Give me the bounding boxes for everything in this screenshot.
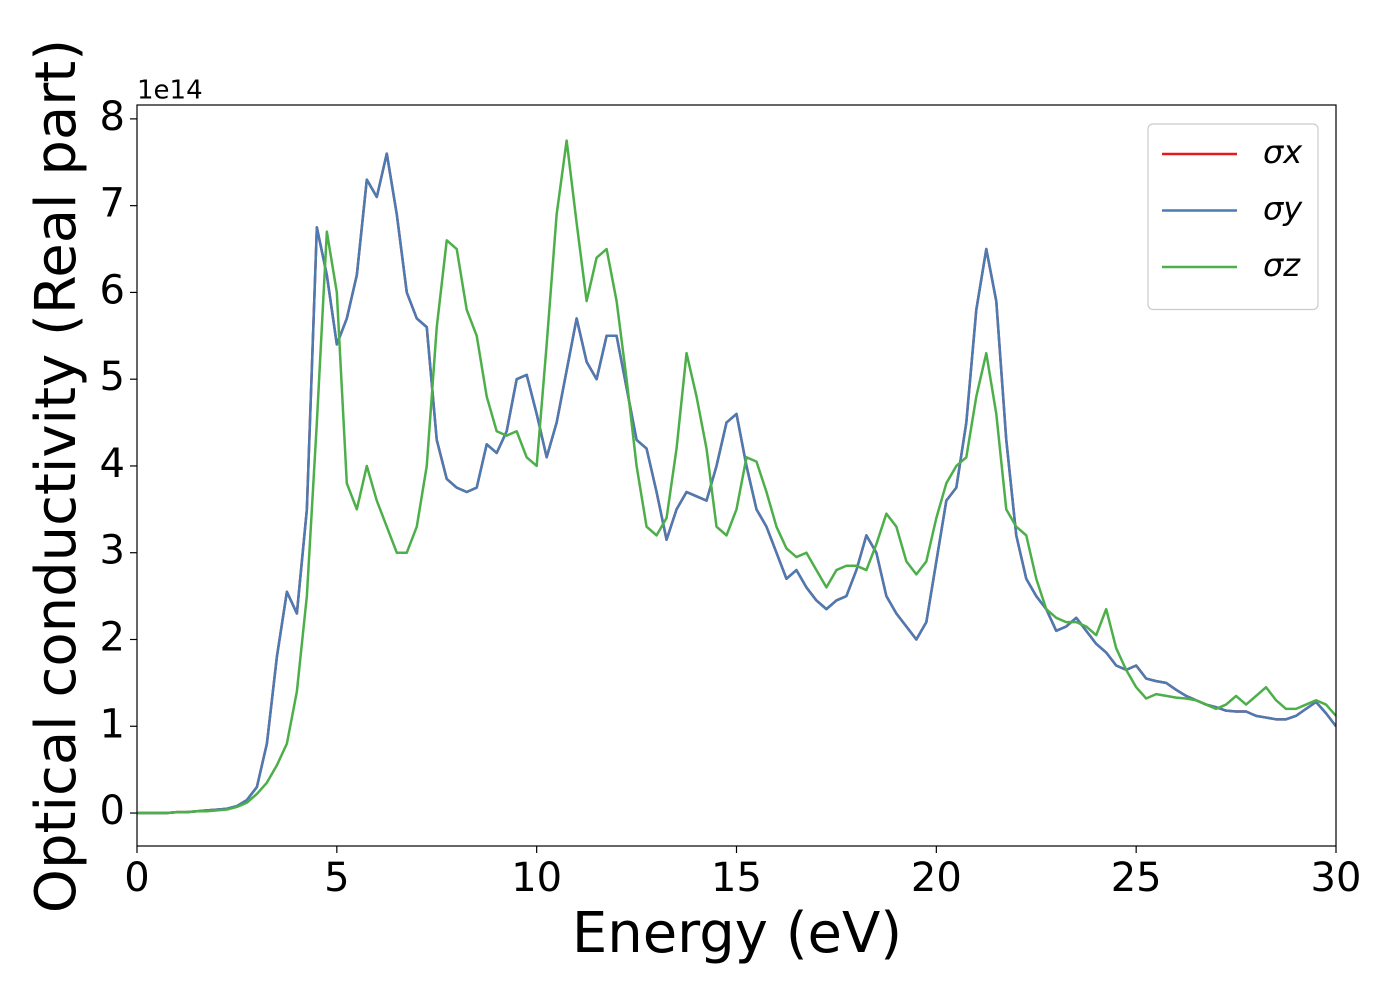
x-tick-label: 25 xyxy=(1111,855,1162,901)
x-tick-label: 20 xyxy=(911,855,962,901)
y-tick-label: 0 xyxy=(100,788,125,834)
x-tick-label: 30 xyxy=(1311,855,1362,901)
series-line xyxy=(137,152,1336,815)
legend-label: σx xyxy=(1263,133,1303,171)
y-tick-label: 6 xyxy=(100,267,125,313)
x-tick-label: 0 xyxy=(124,855,149,901)
legend-label: σy xyxy=(1263,190,1303,228)
series-line xyxy=(137,139,1336,815)
y-tick-label: 7 xyxy=(100,181,125,227)
plot-frame xyxy=(136,104,1337,847)
legend-box xyxy=(1147,123,1319,311)
y-tick-label: 3 xyxy=(100,528,125,574)
y-tick-label: 1 xyxy=(100,701,125,747)
plot-lines xyxy=(137,139,1336,815)
x-axis-label: Energy (eV) xyxy=(572,901,902,966)
offset-label: 1e14 xyxy=(137,76,203,106)
y-tick-label: 8 xyxy=(100,94,125,140)
y-tick-label: 2 xyxy=(100,614,125,660)
x-tick-label: 10 xyxy=(511,855,562,901)
x-tick-label: 5 xyxy=(324,855,349,901)
legend-label: σz xyxy=(1263,246,1301,284)
y-tick-label: 4 xyxy=(100,441,125,487)
x-tick-label: 15 xyxy=(711,855,762,901)
y-axis-label: Optical conductivity (Real part) xyxy=(24,39,89,913)
y-tick-label: 5 xyxy=(100,354,125,400)
